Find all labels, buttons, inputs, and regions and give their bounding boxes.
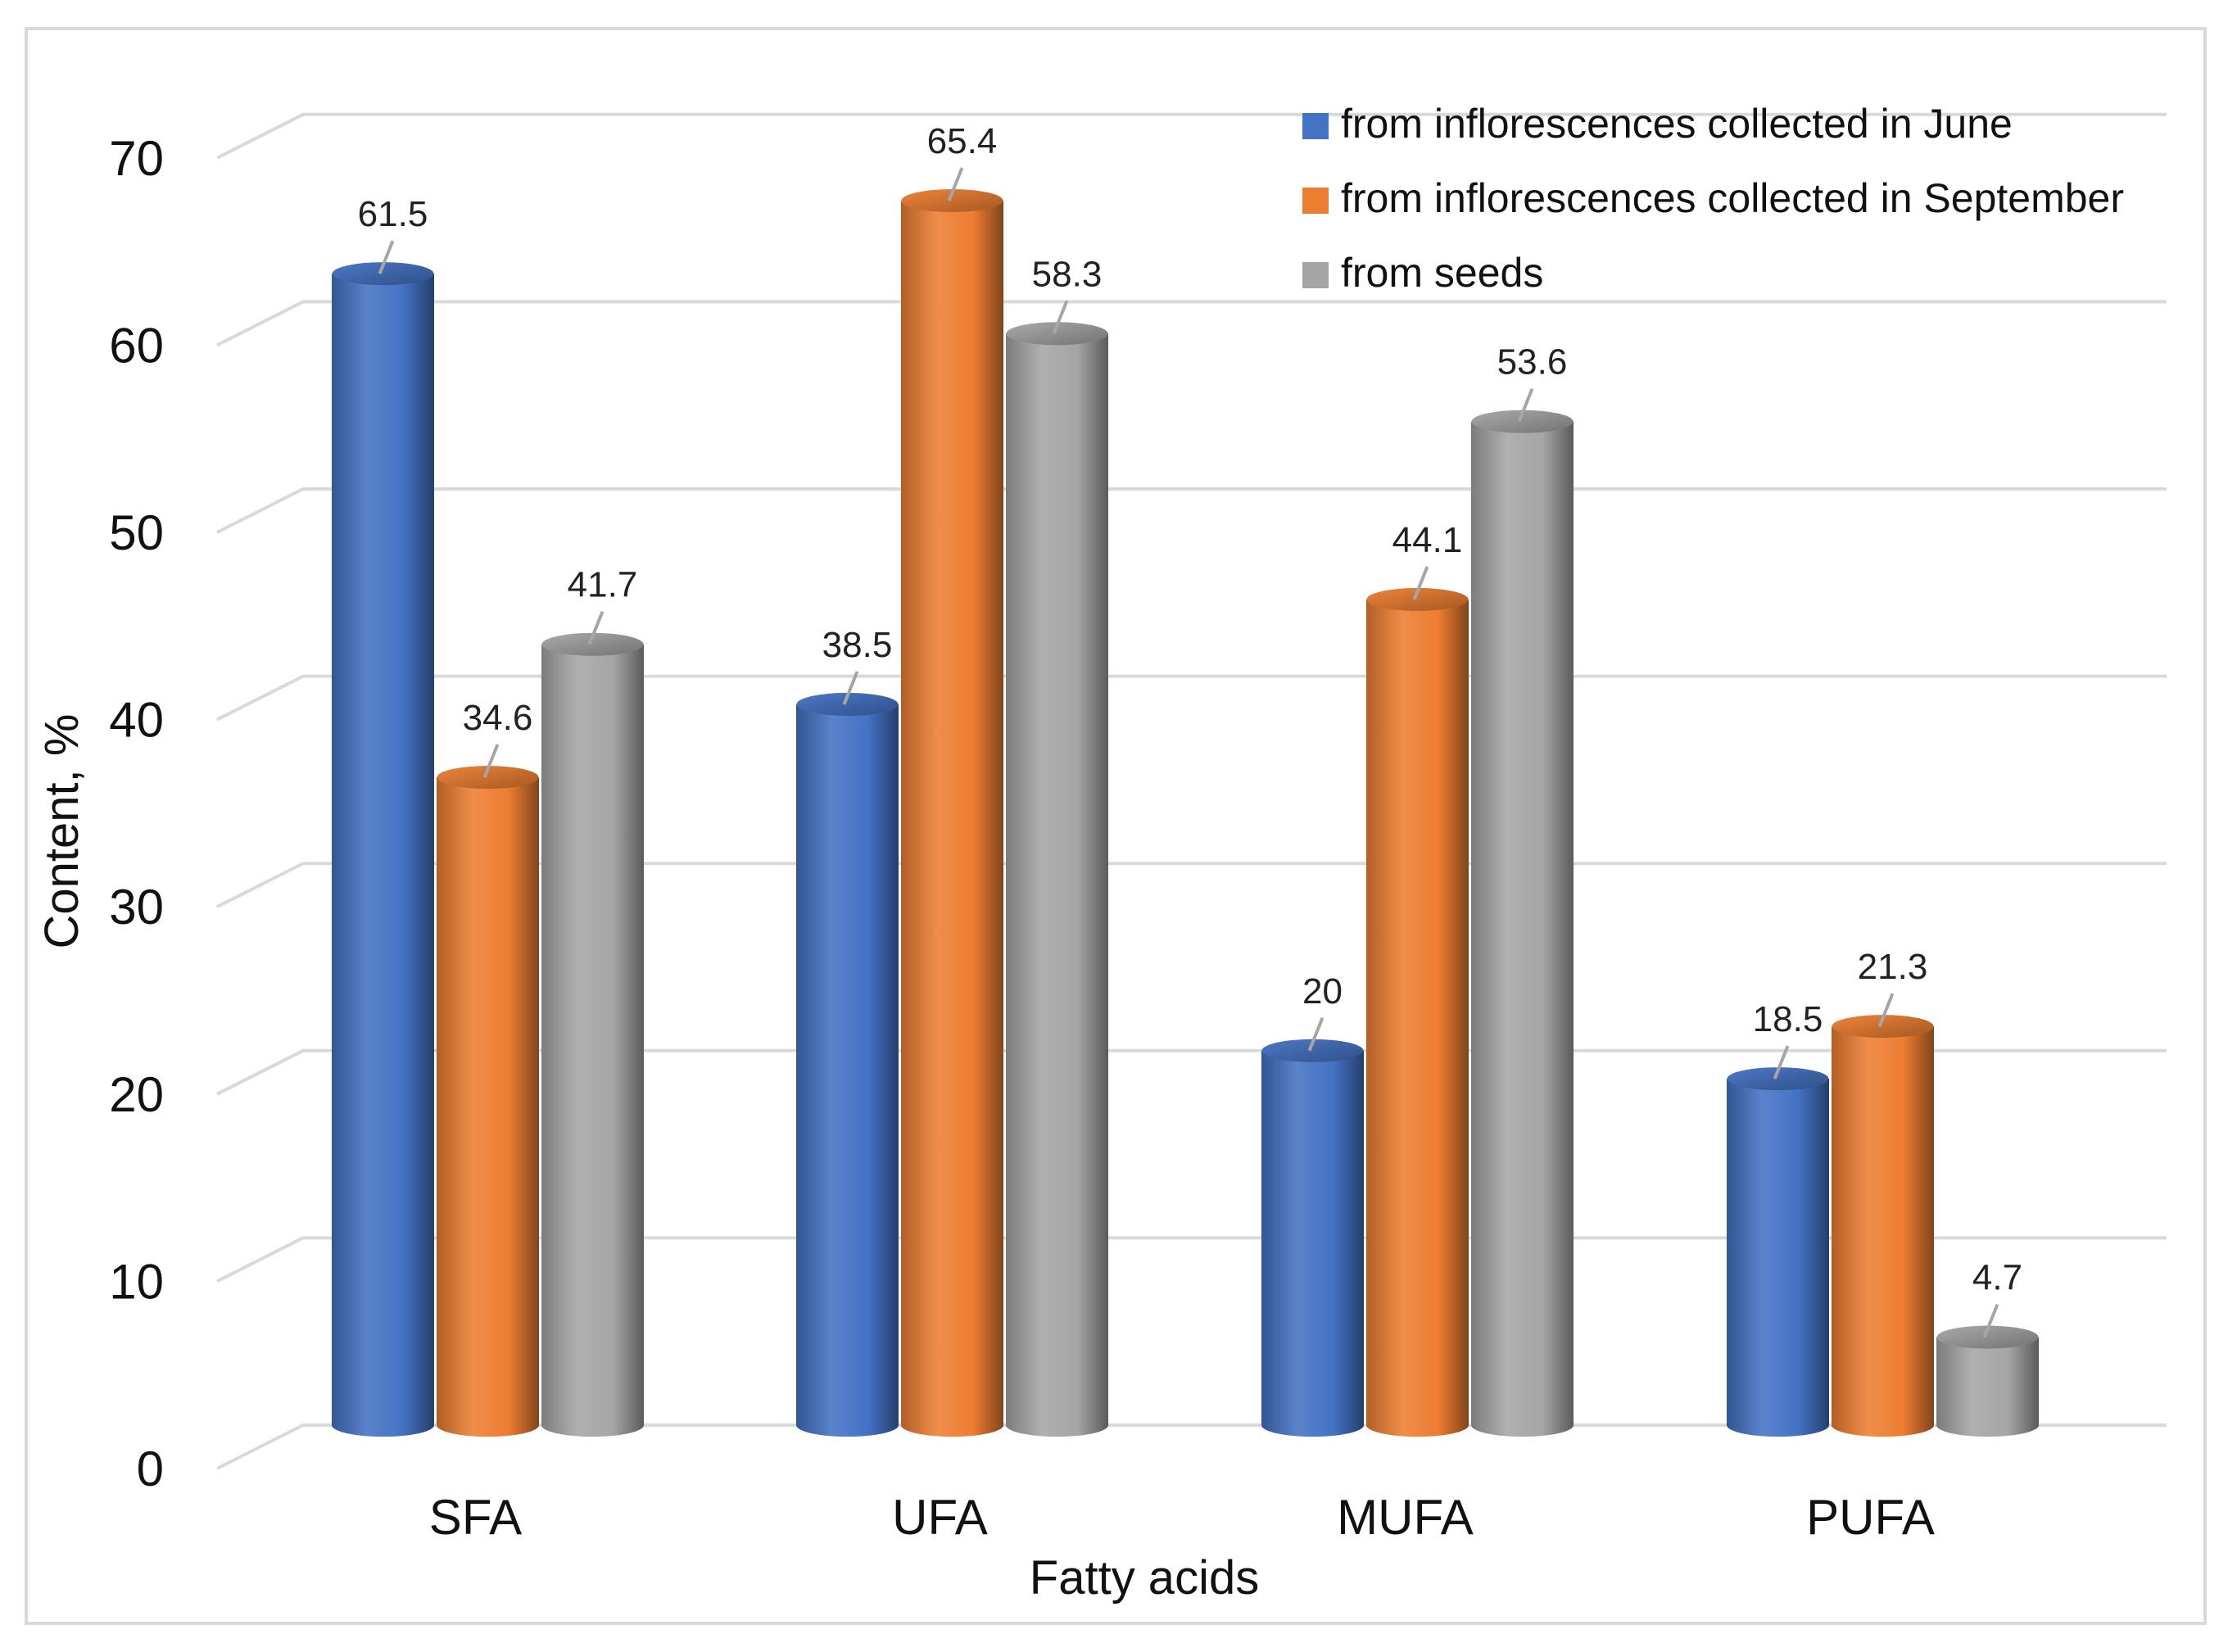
data-label-leader (587, 610, 605, 645)
x-tick-label: UFA (892, 1490, 988, 1545)
bar-pufa-series-3 (1936, 1325, 2039, 1437)
bar-body (1936, 1337, 2039, 1437)
data-label-leader (947, 167, 964, 201)
x-tick-label: MUFA (1337, 1490, 1474, 1545)
data-label: 21.3 (1858, 947, 1928, 987)
bar-body (437, 777, 539, 1437)
y-tick-label: 30 (109, 880, 164, 935)
data-label-leader (1773, 1045, 1790, 1079)
bar-top (437, 766, 539, 790)
y-tick-label: 50 (109, 505, 164, 560)
bar-body (901, 200, 1003, 1437)
legend: from inflorescences collected in June fro… (1302, 101, 2124, 296)
legend-swatch (1302, 113, 1329, 139)
bar-top (1832, 1015, 1934, 1039)
data-label: 44.1 (1392, 520, 1463, 560)
y-tick-label: 70 (109, 131, 164, 186)
data-labels: 61.5 34.6 41.7 38.5 65.4 58.3 20 44.1 53.6 18.5 21… (358, 121, 2022, 1338)
bar-top (1727, 1067, 1829, 1091)
data-label: 34.6 (463, 698, 533, 738)
data-label: 58.3 (1032, 254, 1103, 294)
bar-top (1471, 410, 1574, 433)
data-label: 4.7 (1972, 1258, 2022, 1298)
bar-body (1471, 421, 1574, 1437)
bar-top (332, 262, 434, 286)
bar-top (1261, 1039, 1364, 1062)
bar-top (1936, 1325, 2039, 1349)
gridline (216, 487, 2167, 534)
data-label: 65.4 (927, 121, 998, 161)
data-label-leader (1982, 1303, 1999, 1338)
bar-pufa-series-2 (1832, 1015, 1934, 1437)
data-label-leader (1877, 993, 1895, 1027)
bar-sfa-series-2 (437, 766, 539, 1437)
data-label: 18.5 (1753, 999, 1823, 1039)
data-label-leader (842, 671, 859, 705)
data-label: 20 (1302, 971, 1343, 1012)
y-tick-label: 0 (137, 1442, 164, 1496)
bar-body (541, 644, 644, 1437)
x-axis-title: Fatty acids (1030, 1551, 1259, 1604)
bar-body (796, 704, 899, 1437)
legend-label: from seeds (1341, 250, 1543, 296)
bar-mufa-series-2 (1366, 587, 1469, 1437)
bar-mufa-series-1 (1261, 1039, 1364, 1437)
bar-mufa-series-3 (1471, 410, 1574, 1437)
x-tick-label: PUFA (1806, 1490, 1935, 1545)
gridline (216, 300, 2167, 347)
bar-sfa-series-3 (541, 632, 644, 1437)
bar-top (1006, 322, 1108, 346)
bars (332, 188, 2039, 1437)
data-label-leader (1052, 300, 1069, 335)
x-axis-ticks: SFA UFA MUFA PUFA (429, 1490, 1935, 1545)
data-label-leader (1517, 387, 1534, 423)
y-tick-label: 10 (109, 1254, 164, 1309)
bar-ufa-series-1 (796, 692, 899, 1437)
data-label-leader (482, 744, 500, 778)
bar-body (1261, 1050, 1364, 1437)
legend-swatch (1302, 188, 1329, 214)
data-label-leader (378, 240, 395, 274)
data-label-leader (1412, 566, 1429, 600)
bar-top (541, 632, 644, 656)
data-label: 41.7 (568, 565, 638, 605)
data-label: 53.6 (1497, 342, 1568, 382)
bar-body (1366, 599, 1469, 1437)
y-tick-label: 60 (109, 318, 164, 373)
bar-sfa-series-1 (332, 262, 434, 1437)
bar-top (1366, 587, 1469, 611)
bar-ufa-series-3 (1006, 322, 1108, 1437)
bar-body (1006, 333, 1108, 1437)
data-label-leader (1307, 1017, 1325, 1052)
y-tick-label: 40 (109, 693, 164, 748)
bar-top (796, 692, 899, 716)
y-axis-title: Content, % (35, 714, 88, 949)
bar-body (1832, 1026, 1934, 1437)
legend-label: from inflorescences collected in June (1341, 101, 2013, 147)
y-axis-ticks: 0 10 20 30 40 50 60 70 (109, 131, 164, 1496)
bar-body (332, 274, 434, 1437)
bar-top (901, 188, 1003, 212)
bar-body (1727, 1079, 1829, 1437)
bar-pufa-series-1 (1727, 1067, 1829, 1437)
legend-swatch (1302, 262, 1329, 288)
gridline (216, 112, 2167, 160)
bar-ufa-series-2 (901, 188, 1003, 1437)
data-label: 61.5 (358, 194, 428, 234)
data-label: 38.5 (822, 625, 893, 665)
x-tick-label: SFA (429, 1490, 522, 1545)
y-tick-label: 20 (109, 1067, 164, 1122)
legend-label: from inflorescences collected in Septemb… (1341, 175, 2124, 221)
